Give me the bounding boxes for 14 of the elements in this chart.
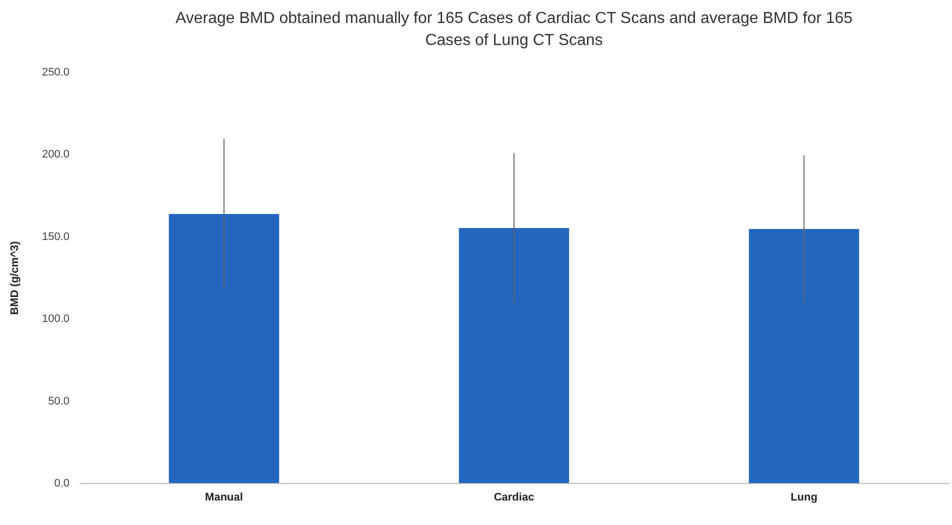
y-tick-label: 100.0 xyxy=(42,313,70,326)
bar xyxy=(168,214,280,483)
y-tick-label: 200.0 xyxy=(42,148,70,161)
y-tick-label: 50.0 xyxy=(48,395,70,408)
x-tick-label: Manual xyxy=(205,492,243,504)
y-axis-title: BMD (g/cm^3) xyxy=(8,240,21,315)
x-tick-label: Lung xyxy=(790,492,818,504)
x-tick-label: Cardiac xyxy=(494,492,534,504)
bar xyxy=(748,229,860,483)
y-tick-label: 250.0 xyxy=(42,66,70,78)
bar xyxy=(458,228,570,483)
y-tick-label: 0.0 xyxy=(54,478,70,490)
y-tick-label: 150.0 xyxy=(42,230,70,243)
chart-title: Average BMD obtained manually for 165 Cases of Cardiac CT Scans and average BMD for 165 Cases of Lung CT Scans xyxy=(175,10,853,49)
